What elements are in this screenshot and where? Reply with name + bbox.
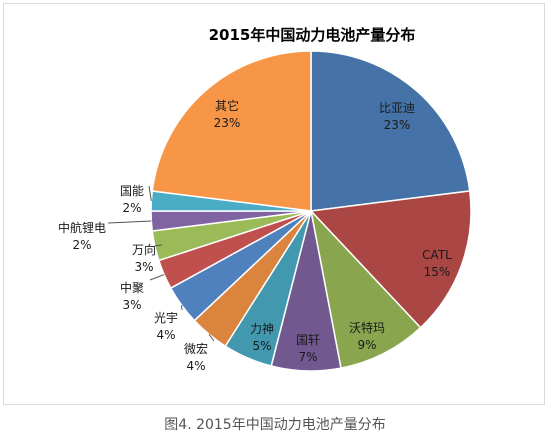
- slice-labels: 比亚迪 23% CATL 15% 沃特玛 9% 国轩 7% 力神 5% 微宏 4% 光宇 4% 中聚 3% 万向…: [58, 98, 452, 373]
- slice-name-label-5: 微宏: [184, 341, 208, 356]
- slice-value-label-4: 5%: [252, 339, 271, 353]
- slice-value-label-3: 7%: [298, 350, 317, 364]
- slice-name-label-10: 国能: [120, 184, 144, 198]
- pie-slices: [150, 50, 472, 372]
- slice-value-label-6: 4%: [156, 328, 175, 342]
- slice-name-label-8: 万向: [132, 242, 156, 257]
- slice-value-label-5: 4%: [186, 359, 205, 373]
- leader-line-8: [154, 244, 163, 247]
- slice-name-label-11: 其它: [215, 98, 239, 113]
- slice-name-label-6: 光宇: [154, 311, 178, 325]
- leader-line-9: [107, 220, 152, 224]
- chart-frame: 2015年中国动力电池产量分布 比亚迪 23% CATL 15% 沃特玛 9% 国轩 7% 力神…: [3, 3, 545, 405]
- slice-value-label-1: 15%: [424, 265, 451, 279]
- leader-line-5: [208, 333, 215, 342]
- slice-value-label-11: 23%: [214, 116, 241, 130]
- chart-title: 2015年中国动力电池产量分布: [209, 26, 416, 44]
- slice-value-label-2: 9%: [357, 338, 376, 352]
- slice-name-label-9: 中航锂电: [58, 220, 106, 235]
- slice-value-label-0: 23%: [384, 118, 411, 132]
- slice-name-label-4: 力神: [250, 322, 274, 336]
- slice-name-label-7: 中聚: [120, 280, 144, 295]
- leader-lines: [107, 185, 215, 342]
- slice-name-label-1: CATL: [422, 248, 452, 262]
- figure-caption: 图4. 2015年中国动力电池产量分布: [164, 417, 386, 433]
- slice-name-label-2: 沃特玛: [349, 320, 385, 335]
- pie-slice-11: [151, 50, 312, 212]
- slice-value-label-8: 3%: [134, 260, 153, 274]
- pie-slice-1: [309, 190, 472, 329]
- slice-name-label-0: 比亚迪: [379, 101, 415, 115]
- leader-line-10: [148, 185, 152, 202]
- leader-line-7: [149, 274, 165, 281]
- slice-value-label-9: 2%: [72, 238, 91, 252]
- pie-slice-0: [310, 50, 471, 212]
- pie-slice-2: [309, 208, 422, 370]
- pie-chart: 2015年中国动力电池产量分布 比亚迪 23% CATL 15% 沃特玛 9% 国轩 7% 力神…: [58, 26, 472, 373]
- slice-name-label-3: 国轩: [296, 333, 320, 347]
- slice-value-label-7: 3%: [122, 298, 141, 312]
- slice-value-label-10: 2%: [122, 201, 141, 215]
